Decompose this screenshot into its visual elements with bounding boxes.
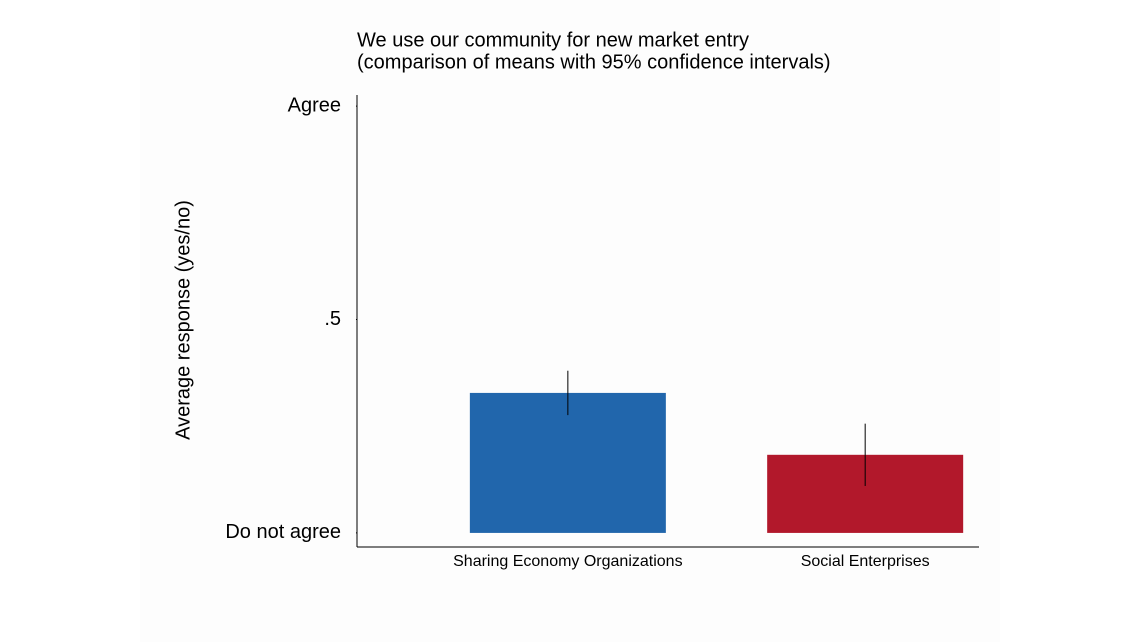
x-tick-label: Sharing Economy Organizations	[453, 553, 682, 570]
chart-title: We use our community for new market entr…	[357, 29, 749, 51]
y-tick-label: Agree	[288, 94, 341, 116]
y-tick-label: .5	[324, 308, 341, 330]
bar	[469, 392, 666, 533]
x-tick-label: Social Enterprises	[801, 553, 930, 570]
chart-subtitle: (comparison of means with 95% confidence…	[357, 51, 831, 73]
y-axis-label: Average response (yes/no)	[172, 200, 194, 440]
y-tick-label: Do not agree	[225, 521, 341, 543]
plot-background	[140, 0, 1000, 642]
